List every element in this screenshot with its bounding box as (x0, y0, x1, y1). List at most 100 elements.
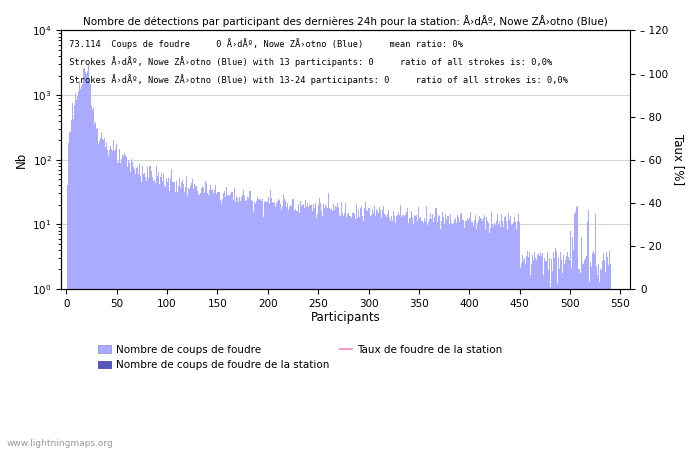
Bar (353, 212, 354, 450)
Bar (233, 200, 234, 450)
Bar (194, 184, 195, 450)
Bar (89, 78, 90, 450)
Bar (254, 202, 256, 450)
Bar (232, 192, 233, 450)
Bar (606, 252, 607, 450)
Bar (259, 200, 260, 450)
Bar (313, 204, 314, 450)
Bar (331, 209, 332, 450)
Bar (546, 261, 547, 450)
Bar (402, 215, 403, 450)
Bar (164, 187, 166, 450)
Bar (185, 187, 186, 450)
Bar (240, 201, 241, 450)
Bar (397, 215, 398, 450)
Bar (146, 181, 148, 450)
Bar (282, 206, 284, 450)
Bar (584, 258, 585, 450)
Bar (392, 221, 393, 450)
Bar (74, 105, 75, 450)
Bar (329, 208, 330, 450)
Bar (86, 74, 87, 450)
Bar (557, 284, 559, 450)
Bar (352, 213, 353, 450)
Bar (517, 221, 518, 450)
Bar (489, 233, 490, 450)
Bar (219, 192, 220, 450)
Bar (248, 198, 249, 450)
Bar (151, 177, 153, 450)
Bar (477, 223, 478, 450)
Bar (158, 172, 159, 450)
Bar (251, 200, 252, 450)
Bar (428, 222, 430, 450)
Bar (281, 210, 282, 450)
Bar (236, 196, 237, 450)
Bar (594, 214, 596, 450)
Text: 73.114  Coups de foudre     0 Å›dÅº, Nowe ZÅ›otno (Blue)     mean ratio: 0%: 73.114 Coups de foudre 0 Å›dÅº, Nowe ZÅ›… (64, 38, 463, 49)
Bar (372, 209, 373, 450)
Bar (608, 266, 609, 450)
Bar (564, 264, 566, 450)
Bar (155, 166, 157, 450)
Bar (213, 193, 214, 450)
Bar (566, 256, 568, 450)
Bar (513, 222, 514, 450)
Bar (73, 119, 74, 450)
Bar (78, 91, 79, 450)
Bar (180, 188, 181, 450)
Bar (76, 100, 77, 450)
Bar (485, 229, 486, 450)
Bar (83, 69, 84, 450)
Bar (406, 212, 407, 450)
Bar (407, 208, 408, 450)
Bar (375, 216, 376, 450)
Bar (207, 193, 208, 450)
Bar (314, 208, 315, 450)
Bar (286, 207, 288, 450)
Bar (90, 84, 91, 450)
Legend: Nombre de coups de foudre, Nombre de coups de foudre de la station, Taux de foud: Nombre de coups de foudre, Nombre de cou… (94, 341, 507, 374)
Bar (92, 110, 93, 450)
Bar (381, 218, 382, 450)
Bar (178, 178, 180, 450)
Bar (401, 217, 402, 450)
Bar (235, 202, 236, 450)
Bar (569, 260, 570, 450)
Bar (359, 216, 360, 450)
Bar (94, 124, 95, 450)
Bar (204, 193, 205, 450)
Bar (242, 195, 243, 450)
Bar (97, 129, 98, 450)
Bar (239, 197, 240, 450)
Bar (81, 86, 82, 450)
Bar (288, 210, 290, 450)
Bar (231, 192, 232, 450)
Bar (174, 182, 175, 450)
Bar (362, 216, 363, 450)
Bar (393, 212, 394, 450)
Bar (247, 197, 248, 450)
Bar (118, 162, 119, 450)
Bar (139, 164, 141, 450)
Bar (518, 214, 519, 450)
Bar (252, 202, 253, 450)
Bar (511, 225, 512, 450)
Bar (244, 196, 245, 450)
Bar (468, 220, 469, 450)
Bar (528, 256, 529, 450)
Bar (405, 214, 406, 450)
Bar (383, 206, 384, 450)
Bar (435, 208, 437, 450)
Bar (159, 184, 160, 450)
Bar (340, 216, 341, 450)
Bar (385, 215, 386, 450)
Bar (341, 202, 342, 450)
Bar (274, 202, 275, 450)
Bar (284, 198, 286, 450)
Bar (501, 214, 502, 450)
Bar (327, 208, 328, 450)
Bar (311, 205, 312, 450)
Bar (547, 252, 548, 450)
Bar (492, 225, 493, 450)
